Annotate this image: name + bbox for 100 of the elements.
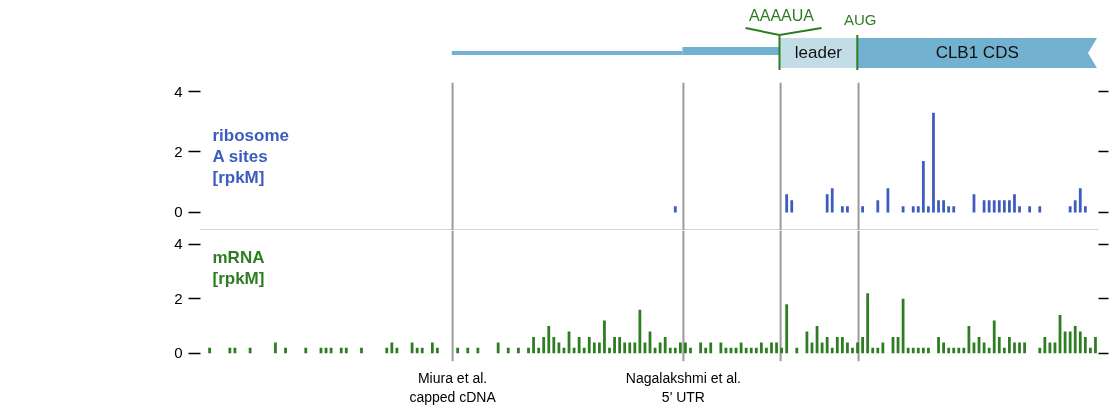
text: Miura et al. capped cDNA (409, 369, 497, 405)
bar (937, 336, 940, 354)
bar (790, 200, 794, 213)
bar (1018, 206, 1021, 213)
bar (1068, 331, 1072, 354)
bar (881, 342, 885, 354)
bar (673, 347, 677, 354)
bar (866, 293, 870, 354)
bar (876, 200, 880, 213)
bar (830, 347, 834, 354)
bar (1073, 200, 1077, 213)
bar (987, 347, 991, 354)
bar (274, 342, 277, 354)
bar (506, 347, 510, 354)
bar (633, 342, 637, 354)
bar (284, 347, 287, 354)
bar (517, 347, 520, 354)
bar (932, 112, 935, 213)
bar (603, 320, 606, 354)
bar (456, 347, 460, 354)
bar (1008, 336, 1011, 354)
bar (861, 336, 864, 354)
bar (542, 336, 546, 354)
y-tick-label: 0 (174, 344, 183, 362)
bar (962, 347, 966, 354)
bar (527, 347, 530, 354)
bar (1089, 347, 1092, 354)
bar (942, 200, 945, 213)
bar (663, 336, 667, 354)
bar (856, 342, 859, 354)
bar (339, 347, 343, 354)
bar (699, 342, 703, 354)
bar (846, 206, 849, 213)
bar (613, 336, 616, 354)
bar (957, 347, 961, 354)
bar (921, 347, 925, 354)
bar (770, 342, 773, 354)
bar (436, 347, 439, 354)
y-axis-title: ribosome A sites [rpkM] (212, 126, 290, 187)
bar (1083, 206, 1087, 213)
bar (689, 347, 692, 354)
text: leader (794, 43, 843, 62)
bar (344, 347, 348, 354)
text: CLB1 CDS (935, 43, 1019, 62)
bar (623, 342, 627, 354)
bar (1073, 326, 1077, 354)
bar (1023, 342, 1026, 354)
bar (820, 342, 824, 354)
bar (987, 200, 991, 213)
bar (744, 347, 748, 354)
bar (851, 347, 854, 354)
bar (1043, 336, 1047, 354)
bar (1083, 336, 1087, 354)
bar (1068, 206, 1072, 213)
bar (592, 342, 596, 354)
bar (597, 342, 601, 354)
bar (228, 347, 232, 354)
bar (825, 336, 829, 354)
bar (537, 347, 541, 354)
bar (618, 336, 622, 354)
bar (765, 347, 768, 354)
bar (825, 194, 829, 213)
bar (876, 347, 880, 354)
bar (1078, 188, 1082, 213)
bar (835, 336, 839, 354)
bar (937, 200, 940, 213)
bar (830, 188, 834, 213)
bar (739, 342, 743, 354)
y-tick-label: 2 (174, 142, 183, 160)
bar (587, 336, 591, 354)
text: AAAAUA (749, 7, 815, 24)
bar (785, 304, 789, 354)
bar (759, 342, 763, 354)
bar (952, 347, 956, 354)
bar (916, 347, 920, 354)
y-tick-label: 4 (174, 82, 183, 100)
bar (673, 206, 677, 213)
bar (992, 200, 996, 213)
bar (906, 347, 910, 354)
y-tick-label: 2 (174, 289, 183, 307)
bar (947, 206, 951, 213)
bar (785, 194, 789, 213)
bar (709, 342, 713, 354)
bar (496, 342, 500, 354)
bar (638, 309, 642, 354)
bar (385, 347, 389, 354)
bar (871, 347, 875, 354)
bar (532, 336, 535, 354)
bar (775, 342, 778, 354)
bar (997, 200, 1001, 213)
bar (921, 161, 925, 213)
bar (840, 336, 844, 354)
y-tick-label: 0 (174, 203, 183, 221)
bar (608, 347, 611, 354)
bar (557, 342, 561, 354)
bar (628, 342, 632, 354)
bar (1018, 342, 1021, 354)
bar (927, 206, 930, 213)
bar (415, 347, 419, 354)
bar (390, 342, 394, 354)
